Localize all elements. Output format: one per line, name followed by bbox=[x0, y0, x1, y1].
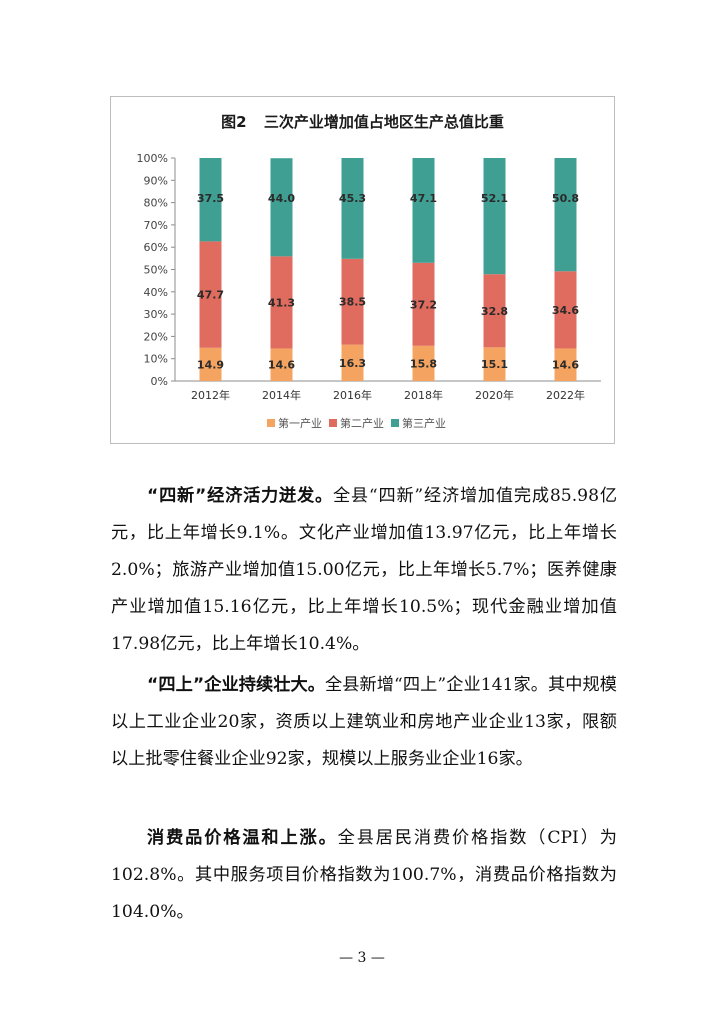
y-tick-label: 60% bbox=[144, 241, 168, 254]
y-tick-label: 40% bbox=[144, 286, 168, 299]
bar-segment-2 bbox=[270, 256, 293, 349]
bar-segment-2 bbox=[412, 262, 435, 346]
paragraph-body: 全县居民消费价格指数（CPI）为102.8%。其中服务项目价格指数为100.7%… bbox=[111, 828, 617, 922]
x-tick-label: 2022年 bbox=[546, 388, 585, 402]
data-label: 15.1 bbox=[481, 358, 508, 371]
legend-label: 第二产业 bbox=[340, 416, 384, 430]
paragraph-four-new: “四新”经济活力迸发。全县“四新”经济增加值完成85.98亿元，比上年增长9.1… bbox=[111, 478, 617, 663]
paragraph-consumer-price: 消费品价格温和上涨。全县居民消费价格指数（CPI）为102.8%。其中服务项目价… bbox=[111, 820, 617, 931]
legend-swatch-3 bbox=[391, 419, 399, 427]
data-label: 15.8 bbox=[410, 357, 437, 370]
data-label: 32.8 bbox=[481, 305, 508, 318]
data-label: 38.5 bbox=[339, 296, 366, 309]
bar-segment-3 bbox=[199, 158, 222, 242]
figure-caption: 三次产业增加值占地区生产总值比重 bbox=[263, 113, 504, 131]
page-number: — 3 — bbox=[339, 950, 385, 966]
bar-segment-1 bbox=[412, 345, 435, 381]
paragraph-lead: “四新”经济活力迸发。 bbox=[147, 486, 333, 506]
data-label: 34.6 bbox=[552, 304, 579, 317]
bar-segment-1 bbox=[341, 344, 364, 381]
legend-swatch-2 bbox=[329, 419, 337, 427]
bar-segment-2 bbox=[483, 274, 506, 348]
stacked-bar-chart: 0% 10% 20% 30% 40% 50% 60% 70% 80% 90% 100% 14.9 47.… bbox=[137, 152, 601, 430]
x-tick-label: 2016年 bbox=[333, 388, 372, 402]
y-tick-label: 50% bbox=[144, 264, 168, 277]
data-label: 14.6 bbox=[268, 359, 295, 372]
data-label: 44.0 bbox=[268, 192, 295, 205]
y-tick-label: 20% bbox=[144, 330, 168, 343]
bar-segment-3 bbox=[412, 158, 435, 263]
y-tick-label: 10% bbox=[144, 353, 168, 366]
data-label: 37.2 bbox=[410, 298, 437, 311]
x-tick-label: 2020年 bbox=[475, 388, 514, 402]
data-label: 50.8 bbox=[552, 192, 579, 205]
bar-segment-3 bbox=[483, 158, 506, 275]
data-label: 16.3 bbox=[339, 357, 366, 370]
legend-label: 第三产业 bbox=[402, 416, 446, 430]
paragraph-body: 全县新增“四上”企业141家。其中规模以上工业企业20家，资质以上建筑业和房地产… bbox=[111, 675, 617, 769]
chart-figure: 图2 三次产业增加值占地区生产总值比重 0% 10% 20% 30% 40% 50% 60%… bbox=[110, 96, 615, 444]
y-tick-label: 30% bbox=[144, 308, 168, 321]
data-label: 47.1 bbox=[410, 192, 437, 205]
bar-segment-2 bbox=[341, 258, 364, 345]
x-tick-label: 2018年 bbox=[404, 388, 443, 402]
y-tick-label: 100% bbox=[137, 152, 168, 165]
data-label: 45.3 bbox=[339, 192, 366, 205]
data-label: 52.1 bbox=[481, 192, 508, 205]
y-tick-label: 90% bbox=[144, 174, 168, 187]
x-tick-label: 2012年 bbox=[191, 388, 230, 402]
x-tick-label: 2014年 bbox=[262, 388, 301, 402]
bar-segment-3 bbox=[341, 158, 364, 259]
y-tick-label: 80% bbox=[144, 197, 168, 210]
data-label: 14.9 bbox=[197, 358, 224, 371]
bar-segment-1 bbox=[270, 348, 293, 381]
paragraph-four-above: “四上”企业持续壮大。全县新增“四上”企业141家。其中规模以上工业企业20家，… bbox=[111, 667, 617, 778]
legend-label: 第一产业 bbox=[278, 416, 322, 430]
bar-segment-1 bbox=[483, 347, 506, 381]
figure-number: 图2 bbox=[221, 113, 247, 131]
paragraph-lead: “四上”企业持续壮大。 bbox=[147, 675, 325, 695]
y-tick-label: 0% bbox=[151, 375, 168, 388]
bar-segment-2 bbox=[554, 271, 577, 349]
y-tick-label: 70% bbox=[144, 219, 168, 232]
data-label: 41.3 bbox=[268, 296, 295, 309]
bar-segment-2 bbox=[199, 241, 222, 348]
paragraph-lead: 消费品价格温和上涨。 bbox=[147, 828, 338, 848]
legend-swatch-1 bbox=[267, 419, 275, 427]
bar-segment-1 bbox=[199, 347, 222, 381]
data-label: 37.5 bbox=[197, 192, 224, 205]
bar-segment-3 bbox=[270, 158, 293, 257]
chart-title: 图2 三次产业增加值占地区生产总值比重 bbox=[111, 111, 614, 132]
bar-segment-3 bbox=[554, 158, 577, 272]
data-label: 14.6 bbox=[552, 359, 579, 372]
bar-segment-1 bbox=[554, 348, 577, 381]
paragraph-body: 全县“四新”经济增加值完成85.98亿元，比上年增长9.1%。文化产业增加值13… bbox=[111, 486, 618, 654]
data-label: 47.7 bbox=[197, 289, 224, 302]
